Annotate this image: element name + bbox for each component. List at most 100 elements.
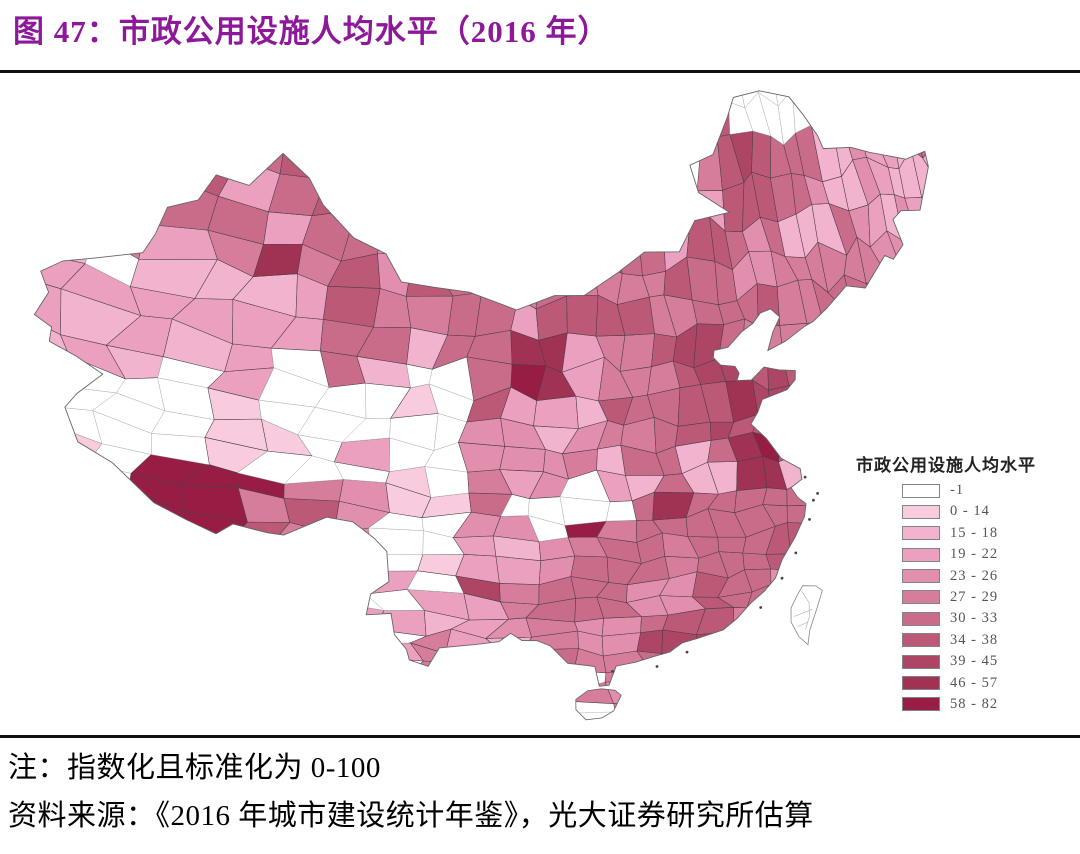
legend-swatch: [902, 611, 940, 626]
legend-label: 39 - 45: [950, 653, 999, 670]
legend-item: 27 - 29: [856, 588, 1068, 605]
prefecture-cell: [770, 568, 799, 587]
prefecture-cell: [711, 91, 731, 138]
prefecture-cell: [591, 224, 623, 275]
prefecture-cell: [717, 536, 747, 554]
legend-item: 15 - 18: [856, 524, 1068, 541]
prefecture-cell: [523, 648, 579, 671]
prefecture-cell: [504, 268, 539, 310]
prefecture-cell: [398, 660, 467, 683]
prefecture-cell: [605, 500, 637, 522]
prefecture-cell: [909, 99, 929, 159]
legend-label: 19 - 22: [950, 546, 999, 563]
legend-item: 46 - 57: [856, 674, 1068, 691]
figure-title: 图 47：市政公用设施人均水平（2016 年）: [13, 14, 610, 49]
prefecture-cell: [332, 527, 371, 556]
taiwan-county-line: [801, 590, 810, 630]
prefecture-cell: [779, 322, 808, 360]
prefecture-cell: [636, 629, 663, 654]
legend-label: 34 - 38: [950, 631, 999, 648]
coastal-island-dot: [759, 606, 763, 609]
legend-label: 58 - 82: [950, 695, 999, 712]
taiwan-county-line: [797, 621, 809, 627]
legend-label: 46 - 57: [950, 674, 999, 691]
prefecture-cell: [786, 504, 811, 524]
prefecture-cell: [322, 285, 381, 328]
legend-swatch: [902, 504, 940, 519]
prefecture-cell: [573, 670, 607, 691]
prefecture-cell: [596, 444, 626, 476]
legend-swatch: [902, 633, 940, 648]
legend-label: 27 - 29: [950, 588, 999, 605]
figure-source: 资料来源：《2016 年城市建设统计年鉴》，光大证券研究所估算: [8, 800, 814, 832]
prefecture-cell: [742, 318, 768, 352]
prefecture-cell: [93, 198, 146, 260]
legend-swatch: [902, 590, 940, 605]
legend-item: 39 - 45: [856, 653, 1068, 670]
figure-rule-top: [0, 70, 1080, 73]
prefecture-cell: [904, 197, 929, 229]
legend-item: 58 - 82: [856, 695, 1068, 712]
prefecture-cell: [613, 700, 647, 719]
prefecture-cell: [768, 385, 799, 417]
prefecture-cell: [921, 185, 929, 226]
legend-label: 30 - 33: [950, 610, 999, 627]
map-legend: 市政公用设施人均水平 -1 0 - 14 15 - 18 19 - 22 23 - 26…: [856, 451, 1068, 718]
hainan-outline: [575, 688, 622, 721]
prefecture-cell: [405, 252, 454, 297]
coastal-island-dot: [803, 475, 807, 479]
legend-swatch: [902, 569, 940, 584]
figure-note: 注：指数化且标准化为 0-100: [8, 752, 381, 784]
legend-title: 市政公用设施人均水平: [856, 456, 1036, 475]
legend-swatch: [902, 676, 940, 691]
coastal-island-dot: [816, 492, 819, 495]
prefecture-cell: [751, 130, 772, 179]
legend-item: 0 - 14: [856, 503, 1068, 519]
prefecture-cell: [722, 182, 745, 232]
legend-item: 19 - 22: [856, 546, 1068, 563]
taiwan-outline: [790, 585, 823, 646]
prefecture-cell: [762, 487, 788, 507]
coastal-island-dot: [808, 518, 811, 521]
figure-rule-bottom: [0, 735, 1080, 738]
prefecture-cell: [757, 325, 784, 360]
legend-swatch: [902, 697, 940, 712]
prefecture-cell: [601, 616, 642, 637]
legend-swatch: [902, 526, 940, 541]
legend-item: -1: [856, 482, 1068, 498]
legend-label: 15 - 18: [950, 524, 999, 541]
prefecture-cell: [279, 124, 329, 180]
prefecture-cell: [636, 220, 666, 277]
prefecture-cell: [533, 395, 579, 429]
prefecture-cell: [903, 108, 924, 159]
prefecture-cell: [804, 321, 830, 355]
prefecture-cell: [719, 90, 746, 109]
prefecture-cell: [778, 427, 804, 463]
prefecture-cell: [499, 446, 546, 472]
coastal-island-dot: [685, 650, 689, 654]
legend-swatch: [902, 483, 940, 498]
coastal-island-dot: [780, 576, 784, 580]
prefecture-cell: [787, 522, 821, 555]
prefecture-cell: [792, 90, 812, 134]
prefecture-cell: [566, 294, 599, 337]
prefecture-cell: [224, 343, 275, 372]
taiwan-county-line: [794, 609, 813, 617]
prefecture-cell: [777, 90, 796, 146]
prefecture-cell: [499, 583, 540, 605]
prefecture-cell: [693, 323, 725, 369]
prefecture-cell: [495, 555, 542, 585]
prefecture-cell: [239, 111, 289, 175]
legend-label: 23 - 26: [950, 567, 999, 584]
legend-item: 34 - 38: [856, 631, 1068, 648]
prefecture-cell: [736, 456, 768, 491]
prefecture-cell: [485, 636, 533, 654]
coastal-island-dot: [794, 551, 798, 555]
legend-swatch: [902, 654, 940, 669]
prefecture-cell: [566, 258, 599, 297]
coastal-island-dot: [611, 670, 614, 673]
prefecture-cell: [370, 554, 424, 572]
coastal-island-dot: [812, 498, 815, 502]
